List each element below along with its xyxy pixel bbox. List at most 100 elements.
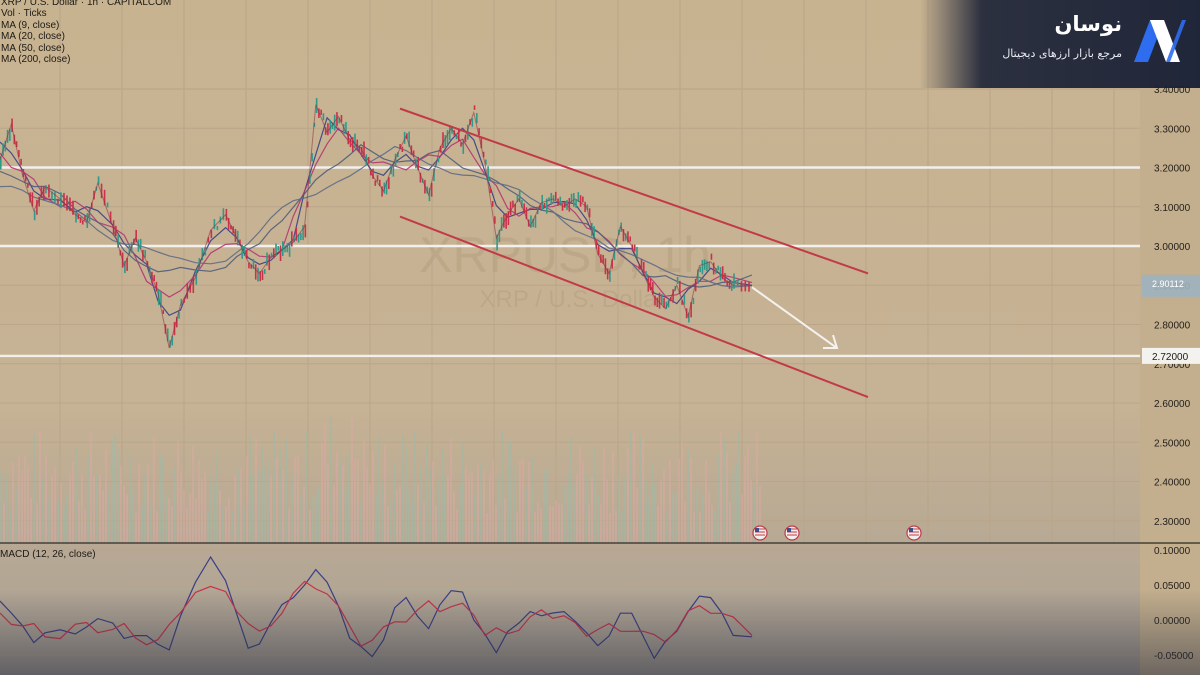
price-tick-label: 3.40000 — [1154, 85, 1191, 96]
volume-bar — [303, 486, 305, 543]
candle — [706, 260, 708, 272]
candle — [624, 233, 627, 241]
volume-bar — [447, 475, 449, 543]
legend-ma-200[interactable]: MA (200, close) — [1, 54, 71, 66]
projection-arrow[interactable] — [751, 286, 839, 350]
volume-bar — [324, 422, 326, 543]
volume-bar — [690, 457, 692, 543]
candle — [320, 109, 322, 115]
volume-bar — [192, 445, 194, 543]
candle — [175, 316, 178, 328]
candle — [124, 260, 126, 274]
candle — [48, 184, 50, 198]
volume-bar — [747, 445, 749, 543]
candle — [688, 312, 690, 323]
volume-bar — [348, 454, 350, 543]
volume-bar — [0, 471, 2, 543]
candle — [726, 280, 729, 287]
volume-bar — [648, 498, 650, 543]
price-tick-label: 2.30000 — [1154, 517, 1191, 528]
candle — [216, 226, 219, 231]
volume-bar — [708, 491, 710, 543]
macd-legend[interactable]: MACD (12, 26, close) — [0, 549, 96, 560]
candle — [708, 261, 710, 269]
volume-bar — [117, 449, 119, 543]
volume-bar — [33, 433, 35, 543]
volume-bar — [546, 468, 548, 543]
volume-bar — [498, 476, 500, 543]
brand-banner[interactable]: نوسان مرجع بازار ارزهای دیجیتال — [920, 0, 1200, 88]
candle — [606, 268, 609, 280]
event-markers[interactable] — [752, 525, 922, 541]
candle — [79, 217, 82, 223]
candle — [642, 261, 645, 276]
volume-bar — [444, 474, 446, 543]
volume-bar — [639, 435, 641, 543]
volume-bar — [78, 501, 80, 543]
macd-tick-label: 0.10000 — [1154, 546, 1191, 557]
legend-ma-20[interactable]: MA (20, close) — [1, 31, 65, 43]
candle — [72, 200, 74, 215]
volume-bar — [255, 437, 257, 543]
volume-bar — [669, 460, 671, 543]
candle — [331, 123, 334, 130]
volume-bar — [597, 495, 599, 543]
volume-bar — [657, 505, 659, 543]
candle — [724, 273, 726, 282]
volume-bar — [663, 468, 665, 543]
volume-bar — [420, 465, 422, 543]
candle — [394, 153, 397, 167]
candle — [139, 238, 142, 249]
candle — [464, 135, 467, 143]
legend-volume[interactable]: Vol · Ticks — [1, 8, 47, 20]
watermark-description: XRP / U.S. Dollar — [480, 286, 665, 313]
candle — [42, 186, 45, 201]
volume-bar — [144, 474, 146, 543]
candle — [730, 281, 733, 291]
volume-bar — [714, 510, 716, 543]
volume-bar — [147, 463, 149, 543]
candle — [744, 281, 747, 292]
projection-arrow-head — [823, 334, 839, 350]
legend-ma-9[interactable]: MA (9, close) — [1, 19, 60, 31]
price-axis[interactable]: 3.400003.300003.200003.100003.000002.900… — [1140, 0, 1200, 543]
candle — [476, 113, 478, 124]
watermark: XRPUSD, 1h XRP / U.S. Dollar — [419, 227, 711, 313]
volume-bar — [183, 489, 185, 543]
candle — [376, 175, 379, 182]
candle — [491, 200, 494, 207]
macd-tick-label: 0.00000 — [1154, 616, 1191, 627]
candle — [548, 197, 550, 202]
candle — [162, 309, 165, 314]
candle — [575, 199, 577, 208]
volume-bar — [570, 437, 572, 543]
candle — [54, 191, 56, 205]
candle — [153, 275, 156, 282]
candle — [629, 236, 632, 242]
volume-bar — [210, 474, 212, 543]
volume-bar — [330, 416, 332, 543]
candle — [171, 335, 174, 346]
volume-bar — [627, 447, 629, 543]
volume-bar — [228, 497, 230, 543]
channel-lines[interactable] — [399, 107, 869, 399]
candle — [250, 264, 253, 269]
macd-tick-label: -0.05000 — [1154, 651, 1194, 662]
candle — [324, 127, 327, 135]
candle — [207, 237, 210, 243]
volume-bar — [705, 461, 707, 543]
volume-bar — [435, 505, 437, 543]
legend-ma-50[interactable]: MA (50, close) — [1, 42, 65, 54]
volume-bar — [369, 483, 371, 543]
volume-bar — [3, 503, 5, 543]
volume-bar — [738, 430, 740, 543]
volume-bar — [54, 466, 56, 543]
volume-bar — [126, 494, 128, 543]
legend-symbol[interactable]: XRP / U.S. Dollar · 1h · CAPITALCOM — [1, 0, 172, 8]
candle — [694, 278, 697, 292]
candle — [516, 194, 519, 203]
volume-bar — [432, 461, 434, 543]
candle — [392, 164, 395, 177]
candle — [498, 229, 501, 243]
